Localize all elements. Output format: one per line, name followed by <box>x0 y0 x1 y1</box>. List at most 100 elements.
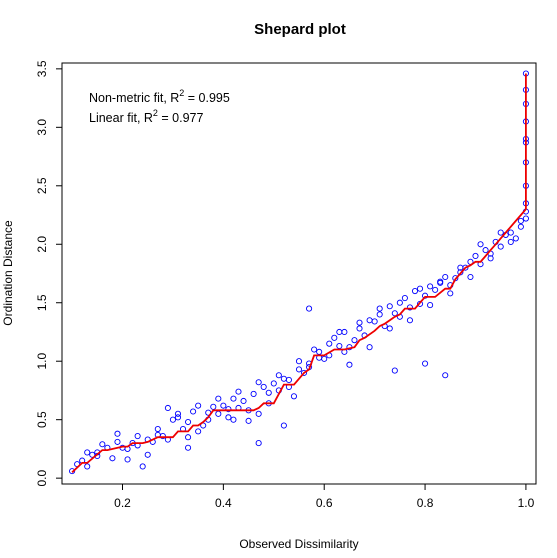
data-point <box>523 216 528 221</box>
data-point <box>327 341 332 346</box>
data-point <box>281 376 286 381</box>
data-point <box>256 411 261 416</box>
data-point <box>387 326 392 331</box>
data-point <box>216 411 221 416</box>
data-point <box>251 391 256 396</box>
x-tick-label: 0.6 <box>316 496 333 510</box>
plot-frame <box>62 63 536 484</box>
data-point <box>165 405 170 410</box>
linear-fit-prefix: Linear fit, R <box>89 111 153 125</box>
chart-title: Shepard plot <box>254 21 346 38</box>
x-tick-label: 0.8 <box>417 496 434 510</box>
data-point <box>483 248 488 253</box>
data-point <box>342 329 347 334</box>
data-point <box>518 218 523 223</box>
x-axis-label: Observed Dissimilarity <box>239 537 358 551</box>
data-point <box>85 464 90 469</box>
data-point <box>281 423 286 428</box>
data-point <box>508 230 513 235</box>
nonmetric-fit-prefix: Non-metric fit, R <box>89 91 179 105</box>
data-point <box>357 326 362 331</box>
data-point <box>241 398 246 403</box>
data-point <box>428 284 433 289</box>
data-point <box>246 418 251 423</box>
y-tick-label: 0.0 <box>35 469 49 486</box>
y-tick-label: 2.0 <box>35 236 49 253</box>
data-point <box>155 426 160 431</box>
data-point <box>377 312 382 317</box>
data-point <box>407 318 412 323</box>
data-point <box>402 295 407 300</box>
data-point <box>306 306 311 311</box>
data-point <box>377 306 382 311</box>
data-point <box>221 403 226 408</box>
data-point <box>508 239 513 244</box>
data-point <box>518 224 523 229</box>
data-point <box>170 417 175 422</box>
data-point <box>372 319 377 324</box>
data-point <box>226 415 231 420</box>
linear-fit-suffix: = 0.977 <box>158 111 204 125</box>
data-point <box>498 244 503 249</box>
y-tick-label: 3.0 <box>35 119 49 136</box>
data-point <box>478 242 483 247</box>
data-point <box>296 359 301 364</box>
data-point <box>468 274 473 279</box>
data-point <box>231 396 236 401</box>
data-point <box>110 456 115 461</box>
data-point <box>473 253 478 258</box>
data-point <box>231 417 236 422</box>
data-point <box>367 345 372 350</box>
data-point <box>357 320 362 325</box>
y-axis: 0.0 0.5 1.0 1.5 2.0 2.5 3.0 3.5 <box>35 60 62 486</box>
data-point <box>271 381 276 386</box>
data-point <box>211 404 216 409</box>
data-point <box>140 464 145 469</box>
data-point <box>256 380 261 385</box>
data-point <box>428 302 433 307</box>
data-point <box>412 288 417 293</box>
nonmetric-fit-annotation: Non-metric fit, R2 = 0.995 <box>89 88 230 105</box>
data-point <box>347 362 352 367</box>
data-point <box>317 349 322 354</box>
y-axis-label: Ordination Distance <box>1 220 15 326</box>
data-point <box>448 291 453 296</box>
x-axis: 0.2 0.4 0.6 0.8 1.0 <box>114 484 534 510</box>
data-point <box>397 300 402 305</box>
data-point <box>337 343 342 348</box>
data-point <box>387 304 392 309</box>
y-tick-label: 2.5 <box>35 177 49 194</box>
x-tick-label: 0.4 <box>215 496 232 510</box>
data-point <box>115 431 120 436</box>
data-point <box>125 457 130 462</box>
data-point <box>266 390 271 395</box>
data-point <box>392 368 397 373</box>
data-point <box>185 419 190 424</box>
data-point <box>191 409 196 414</box>
y-tick-label: 3.5 <box>35 60 49 77</box>
data-point <box>291 394 296 399</box>
data-point <box>498 230 503 235</box>
data-point <box>145 452 150 457</box>
y-tick-label: 1.5 <box>35 294 49 311</box>
data-point <box>185 445 190 450</box>
scatter-points <box>69 71 528 474</box>
data-point <box>100 442 105 447</box>
data-point <box>216 396 221 401</box>
data-point <box>261 384 266 389</box>
data-point <box>367 318 372 323</box>
data-point <box>236 389 241 394</box>
data-point <box>276 373 281 378</box>
data-point <box>433 287 438 292</box>
linear-fit-annotation: Linear fit, R2 = 0.977 <box>89 108 204 125</box>
x-tick-label: 0.2 <box>114 496 131 510</box>
x-tick-label: 1.0 <box>518 496 535 510</box>
y-tick-label: 1.0 <box>35 353 49 370</box>
data-point <box>443 274 448 279</box>
data-point <box>332 335 337 340</box>
data-point <box>312 347 317 352</box>
data-point <box>443 373 448 378</box>
data-point <box>417 286 422 291</box>
data-point <box>322 356 327 361</box>
